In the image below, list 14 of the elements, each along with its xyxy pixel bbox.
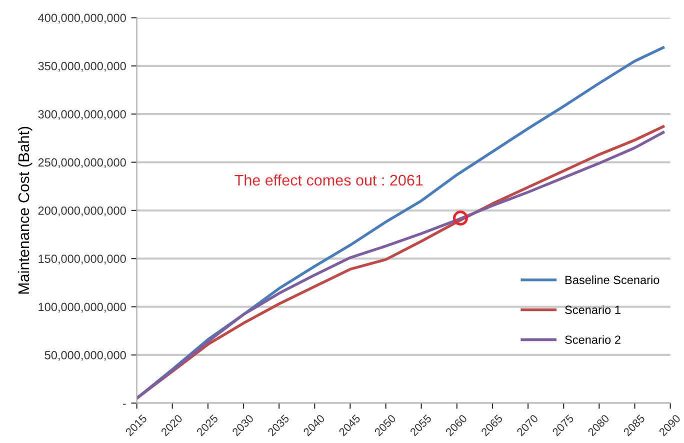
legend-label: Scenario 1	[565, 305, 620, 314]
y-tick-label: 150,000,000,000	[38, 254, 126, 264]
y-tick-label: 250,000,000,000	[38, 158, 126, 168]
y-tick-label: 200,000,000,000	[38, 206, 126, 216]
y-tick-label: 100,000,000,000	[38, 302, 126, 313]
legend-label: Scenario 2	[565, 335, 620, 344]
y-tick-label: 300,000,000,000	[38, 110, 126, 120]
annotation: The effect comes out : 2061	[234, 174, 423, 186]
legend-label: Baseline Scenario	[566, 275, 660, 284]
y-tick-label: 350,000,000,000	[38, 62, 126, 72]
y-tick-label: -	[122, 404, 126, 405]
y-tick-label: 400,000,000,000	[38, 14, 126, 24]
y-tick-label: 50,000,000,000	[44, 350, 126, 361]
y-axis-title: Maintenance Cost (Baht)	[18, 126, 32, 294]
